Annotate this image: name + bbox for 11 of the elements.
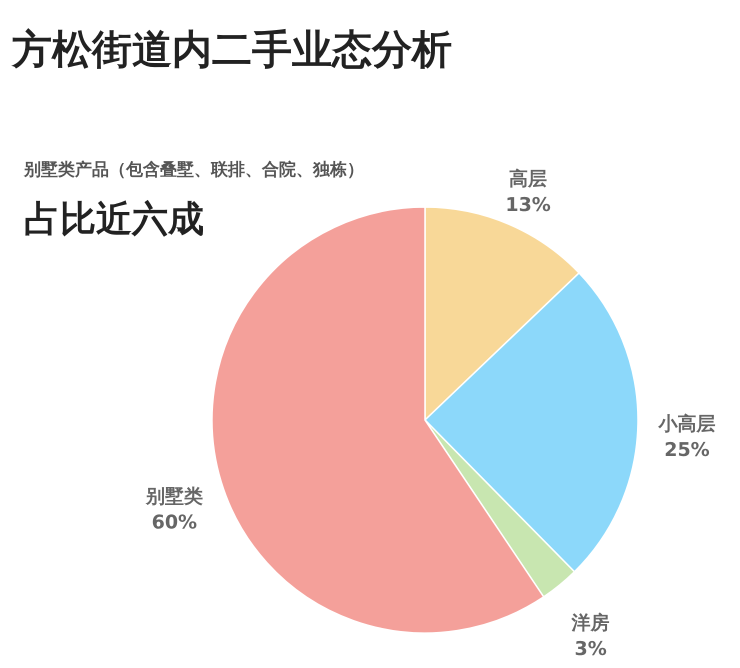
data-label: 3%: [574, 638, 607, 660]
data-label: 25%: [664, 439, 710, 462]
slice-label: 别墅类: [144, 485, 203, 508]
slice-label: 洋房: [570, 612, 610, 634]
data-label: 13%: [505, 194, 551, 216]
slice-label: 小高层: [657, 413, 716, 436]
text: 占比近六成: [24, 198, 204, 242]
text: 别墅类产品（包含叠墅、联排、合院、独栋）: [24, 159, 364, 181]
slice-label: 高层: [509, 168, 548, 190]
chart-title: 方松街道内二手业态分析: [12, 26, 452, 75]
data-label: 60%: [152, 511, 198, 534]
